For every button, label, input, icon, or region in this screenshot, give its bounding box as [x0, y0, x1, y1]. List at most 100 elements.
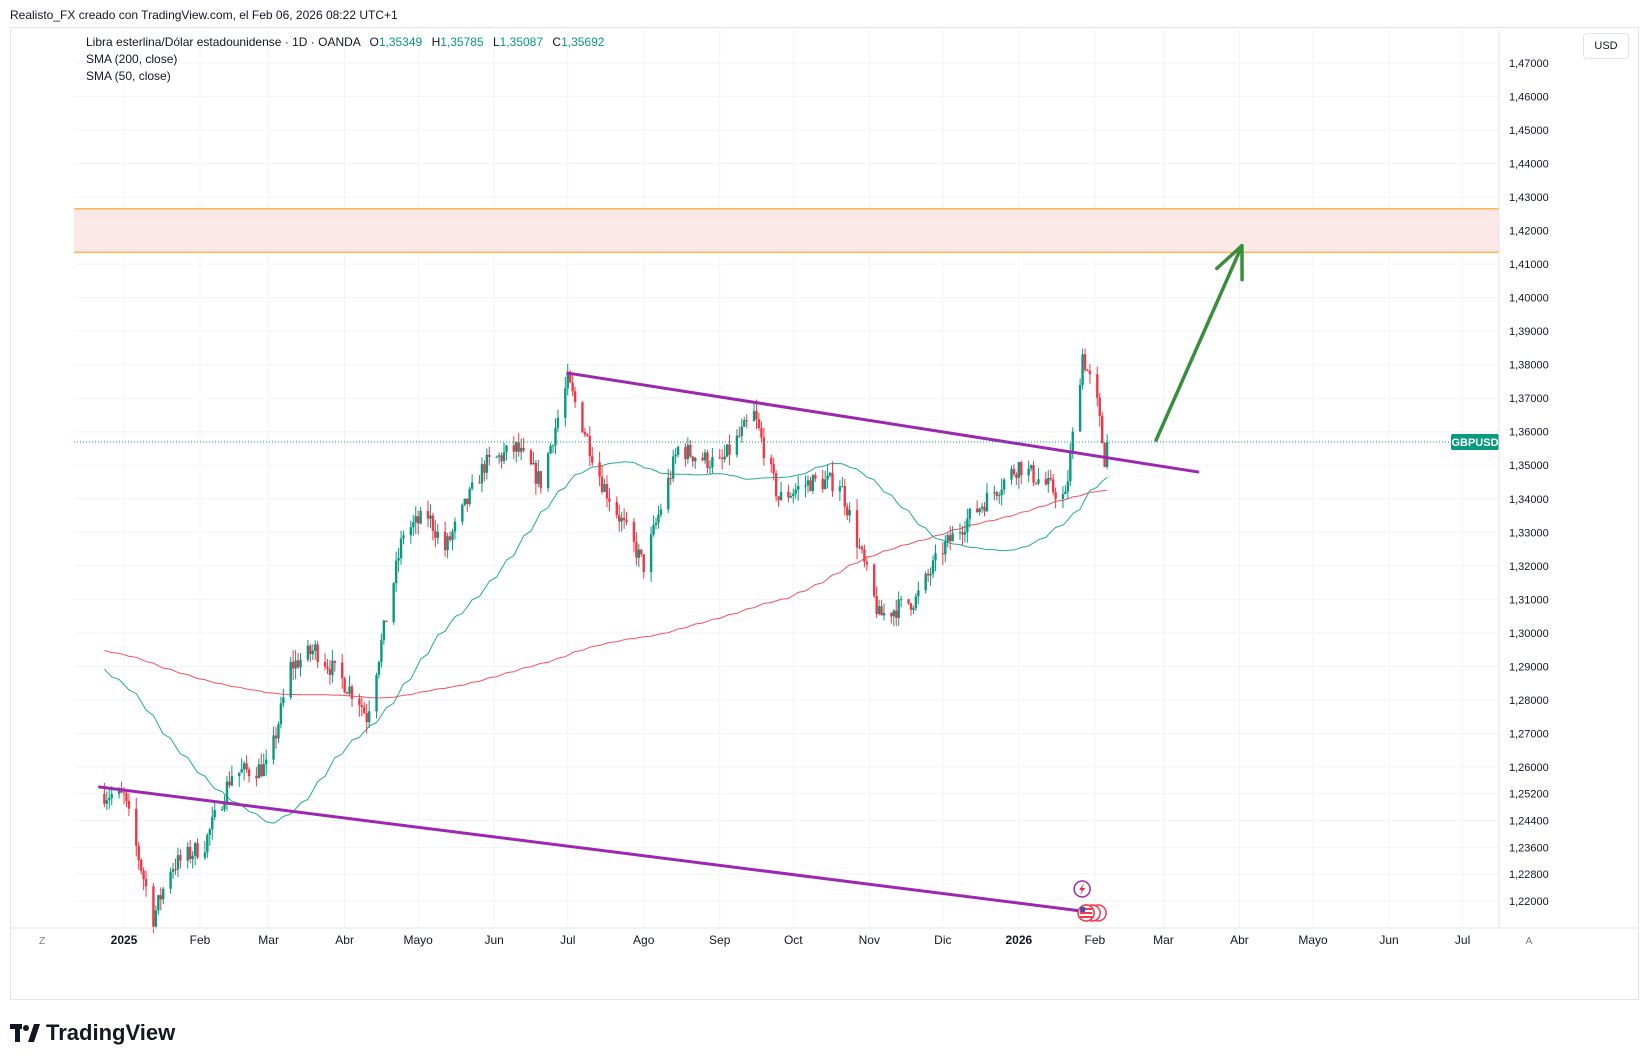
candle: [247, 767, 251, 783]
candle: [144, 870, 148, 897]
candle-body: [142, 870, 145, 879]
us-flag-event-icon[interactable]: [1077, 904, 1107, 922]
candle: [931, 555, 935, 578]
candle-body: [274, 735, 278, 739]
price-tick-label: 1,31000: [1509, 594, 1549, 606]
candle-body: [122, 792, 126, 794]
candle-body: [171, 869, 175, 872]
candle: [105, 791, 109, 811]
candle-body: [770, 458, 773, 465]
candle: [948, 526, 952, 551]
candle: [159, 887, 162, 911]
legend-sma200[interactable]: SMA (200, close): [86, 52, 178, 66]
candle-body: [110, 794, 113, 799]
candle: [995, 490, 998, 501]
candle-body: [429, 515, 432, 519]
candle-body: [794, 489, 797, 494]
candle: [1020, 460, 1023, 484]
candle: [571, 374, 574, 397]
projection-arrow: [1154, 243, 1244, 442]
candle: [755, 399, 758, 430]
candle-body: [865, 561, 869, 565]
sma-50-path: [104, 461, 1108, 824]
candle: [392, 582, 395, 625]
candle-body: [948, 535, 952, 542]
candle-body: [1051, 479, 1055, 493]
candle: [1037, 467, 1040, 486]
lightning-event-icon[interactable]: [1073, 880, 1091, 898]
price-tick-label: 1,37000: [1509, 393, 1549, 405]
candle: [605, 475, 609, 508]
candle: [380, 633, 383, 668]
candle-body: [620, 517, 623, 522]
currency-button[interactable]: USD: [1583, 33, 1629, 59]
candle: [245, 755, 248, 773]
candle: [841, 476, 844, 488]
candle: [1044, 471, 1048, 486]
candle-body: [463, 498, 466, 505]
timeaxis-right-button[interactable]: A: [1526, 936, 1533, 947]
candle-body: [468, 488, 471, 504]
price-tick-label: 1,22800: [1509, 869, 1549, 881]
candle: [196, 838, 199, 860]
candle: [358, 693, 361, 717]
candle: [429, 504, 432, 528]
candle: [1083, 348, 1087, 373]
candle-body: [326, 666, 329, 669]
candle-body: [944, 541, 947, 555]
candle-body: [144, 878, 148, 887]
candle-body: [993, 492, 996, 494]
candle-body: [282, 697, 285, 704]
candle: [446, 533, 449, 559]
candle-body: [877, 606, 881, 615]
candle-body: [831, 472, 834, 492]
grid: [74, 30, 1499, 928]
price-chart[interactable]: GBPUSD 1,47000 1,46000 1,45000 1,44000 1,430…: [0, 0, 1649, 1000]
price-tick-label: 1,41000: [1509, 259, 1549, 271]
candle: [426, 500, 430, 527]
candle: [255, 767, 258, 787]
candle: [890, 612, 893, 624]
candle: [1027, 460, 1030, 483]
candle-body: [279, 703, 283, 725]
candle: [466, 498, 469, 513]
candle: [711, 447, 714, 474]
candle-body: [296, 660, 300, 668]
candle: [826, 464, 829, 489]
candle: [289, 656, 292, 700]
candle: [814, 472, 817, 482]
candle-body: [1096, 374, 1099, 398]
candle: [600, 465, 604, 495]
candle-body: [323, 661, 327, 667]
candle: [652, 515, 655, 537]
candle-body: [792, 493, 795, 496]
timeaxis-left-button[interactable]: Z: [39, 936, 45, 947]
candle: [615, 496, 618, 519]
candle: [162, 886, 165, 905]
candle: [907, 599, 910, 605]
candle-body: [1044, 479, 1048, 485]
candle: [586, 433, 589, 437]
candle: [757, 412, 761, 431]
candle-body: [961, 532, 964, 535]
candle-body: [272, 735, 275, 760]
candle: [809, 476, 812, 492]
sma-200-path: [104, 489, 1108, 699]
candle: [556, 409, 560, 433]
candle-body: [309, 645, 312, 655]
candle-body: [414, 516, 417, 523]
candle: [934, 544, 937, 572]
candle: [1071, 427, 1074, 460]
candle-body: [1010, 468, 1013, 480]
legend-sma50[interactable]: SMA (50, close): [86, 69, 171, 83]
candle-body: [745, 420, 748, 422]
candle-body: [108, 798, 111, 800]
candle-body: [311, 650, 314, 655]
candle-body: [686, 444, 690, 460]
candle: [377, 660, 381, 679]
candle-body: [809, 480, 812, 491]
candle: [975, 500, 979, 514]
candle: [399, 530, 403, 565]
candle: [603, 479, 606, 493]
sma-200-line: [104, 489, 1108, 699]
